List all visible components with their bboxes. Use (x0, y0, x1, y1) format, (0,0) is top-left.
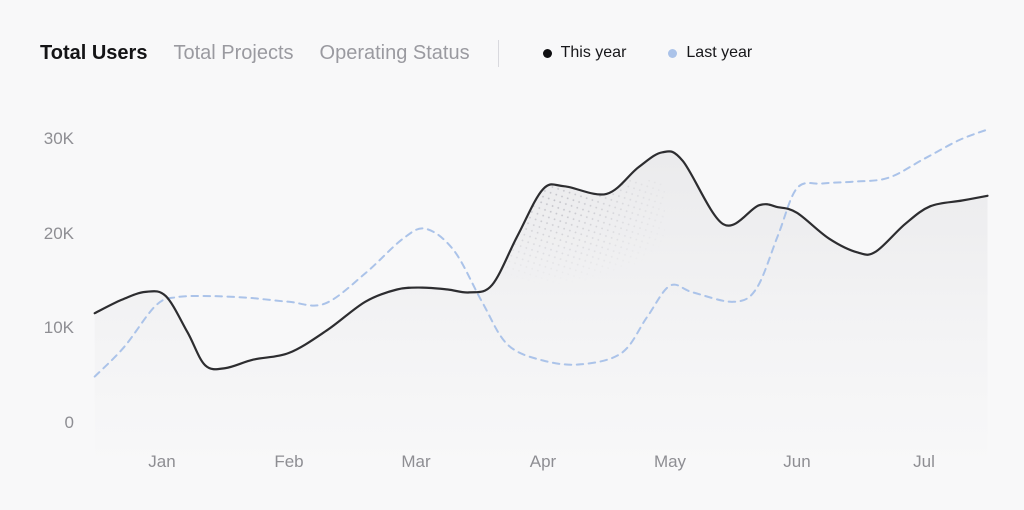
y-axis-tick-label: 30K (43, 129, 74, 148)
x-axis-month-label: May (653, 452, 687, 471)
this-year-line (93, 150, 989, 371)
this-year-dot-texture (94, 151, 988, 468)
x-axis-month-label: Apr (529, 452, 557, 471)
y-axis-tick-label: 20K (43, 224, 74, 243)
legend-label-last-year: Last year (686, 44, 753, 61)
x-axis-month-label: Jan (148, 452, 176, 471)
x-axis-month-label: Feb (274, 452, 304, 471)
legend-item-this-year[interactable]: This year (542, 44, 627, 62)
tab-operating-status[interactable]: Operating Status (320, 39, 470, 67)
chart-header: Total Users Total Projects Operating Sta… (40, 38, 994, 68)
this-year-dot-icon (542, 48, 552, 58)
legend-divider (497, 39, 499, 67)
tab-total-users[interactable]: Total Users (40, 39, 147, 67)
tab-total-projects[interactable]: Total Projects (173, 39, 293, 67)
y-axis-tick-label: 10K (43, 318, 74, 337)
last-year-line (93, 128, 989, 378)
y-axis-tick-label: 0 (64, 413, 74, 432)
legend-item-last-year[interactable]: Last year (668, 44, 752, 62)
chart-tabs: Total Users Total Projects Operating Sta… (40, 39, 470, 67)
x-axis-month-label: Jul (913, 452, 935, 471)
x-axis-month-label: Jun (783, 452, 811, 471)
x-axis-month-label: Mar (401, 452, 431, 471)
chart-legend: This year Last year (542, 44, 752, 62)
last-year-dot-icon (668, 48, 678, 58)
legend-label-this-year: This year (560, 44, 627, 61)
